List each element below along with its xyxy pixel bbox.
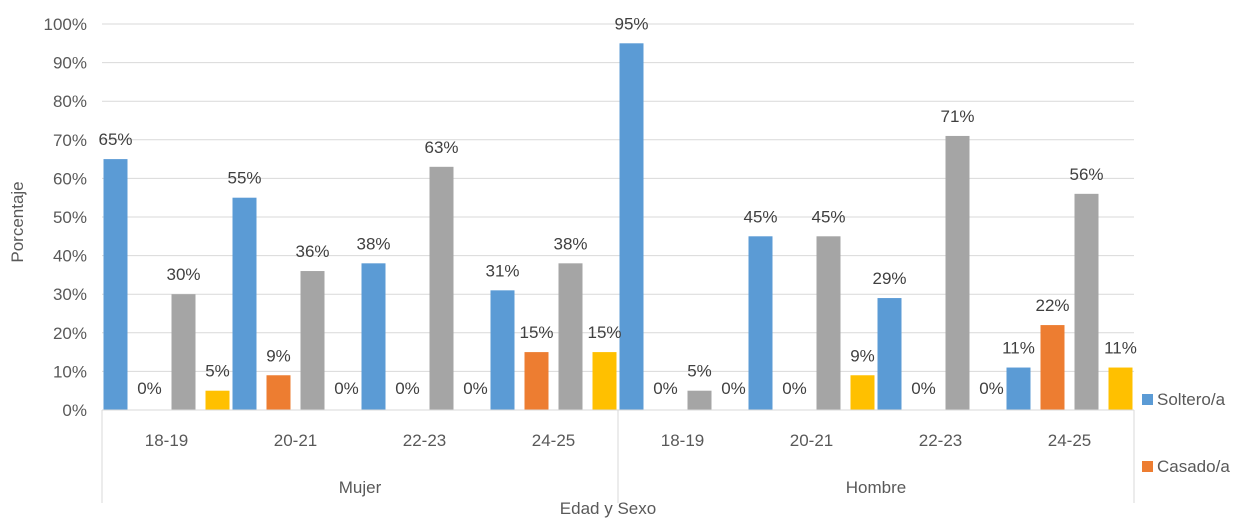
bar [361,263,386,410]
y-tick-label: 100% [44,15,87,34]
y-tick-label: 50% [53,208,87,227]
data-label: 11% [1104,339,1137,358]
y-tick-label: 80% [53,92,87,111]
x-tick-label: 24-25 [532,431,575,450]
data-label: 30% [166,265,200,284]
data-label: 45% [743,207,777,226]
bar [1108,367,1133,410]
data-label: 31% [485,261,519,280]
data-label: 0% [395,379,420,398]
x-tick-label: 20-21 [790,431,833,450]
data-label: 38% [553,234,587,253]
x-axis-title: Edad y Sexo [560,499,656,518]
data-label: 15% [519,323,553,342]
data-label: 0% [137,379,162,398]
data-label: 45% [811,207,845,226]
bar [490,290,515,410]
x-tick-label: 18-19 [661,431,704,450]
legend-swatch [1142,394,1153,405]
legend: Soltero/a Casado/a [1142,390,1230,476]
bar [300,271,325,410]
data-label: 0% [721,379,746,398]
data-label: 38% [356,234,390,253]
x-tick-label: 20-21 [274,431,317,450]
bar [748,236,773,410]
data-label: 9% [266,346,291,365]
bar [619,43,644,411]
data-label: 0% [782,379,807,398]
bar [1074,193,1099,410]
data-label: 5% [687,362,712,381]
data-label: 36% [295,242,329,261]
data-label: 22% [1035,296,1069,315]
bar [945,135,970,410]
x-tick-label: 18-19 [145,431,188,450]
data-label: 5% [205,362,230,381]
group-label: Hombre [846,478,906,497]
data-label: 71% [940,107,974,126]
x-tick-label: 22-23 [919,431,962,450]
x-tick-label: 24-25 [1048,431,1091,450]
y-tick-label: 40% [53,247,87,266]
y-axis-title: Porcentaje [8,181,27,262]
data-label: 0% [911,379,936,398]
data-label: 55% [227,169,261,188]
bar [266,375,291,410]
y-tick-label: 0% [62,401,87,420]
bar [877,298,902,410]
bar [1006,367,1031,410]
bar [205,390,230,410]
bar [103,159,128,410]
data-label: 95% [614,14,648,33]
data-label: 0% [334,379,359,398]
data-label: 9% [850,346,875,365]
data-label: 63% [424,138,458,157]
legend-swatch [1142,461,1153,472]
bar [816,236,841,410]
y-tick-label: 20% [53,324,87,343]
bar [171,294,196,410]
legend-label: Soltero/a [1157,390,1226,409]
data-label: 0% [653,379,678,398]
data-label: 0% [463,379,488,398]
data-label: 29% [872,269,906,288]
y-tick-label: 70% [53,131,87,150]
data-label: 11% [1002,339,1035,358]
bar [1040,325,1065,410]
bar [558,263,583,410]
y-tick-label: 30% [53,285,87,304]
data-label: 15% [587,323,621,342]
data-label: 0% [979,379,1004,398]
y-tick-label: 60% [53,169,87,188]
bar [850,375,875,410]
data-label: 56% [1069,165,1103,184]
x-tick-label: 22-23 [403,431,446,450]
bar [524,352,549,410]
group-label: Mujer [339,478,382,497]
y-tick-label: 10% [53,362,87,381]
bar [232,197,257,410]
bar [687,390,712,410]
bar [592,352,617,410]
y-tick-label: 90% [53,54,87,73]
legend-label: Casado/a [1157,457,1230,476]
data-label: 65% [98,130,132,149]
bar [429,166,454,410]
